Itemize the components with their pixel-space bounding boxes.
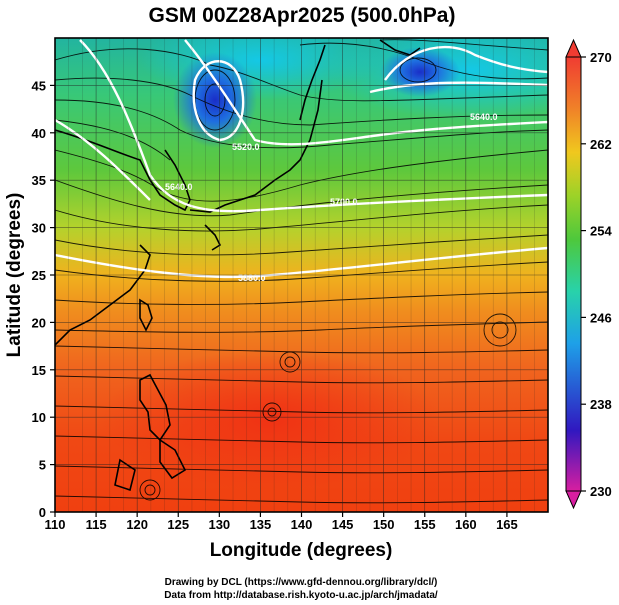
colorbar-tick-label: 230 xyxy=(590,484,612,499)
y-tick-label: 30 xyxy=(32,221,46,236)
contour-label-5640: 5640.0 xyxy=(470,112,498,122)
wind-streamlines xyxy=(55,39,548,504)
contour-label-5640-west: 5640.0 xyxy=(165,182,193,192)
y-tick-label: 20 xyxy=(32,315,46,330)
height-contours xyxy=(55,39,548,279)
grid-lines xyxy=(55,38,548,512)
y-axis: 0 5 10 15 20 25 30 35 40 45 xyxy=(32,78,55,520)
x-tick-label: 135 xyxy=(250,517,272,532)
y-tick-label: 25 xyxy=(32,268,46,283)
contour-label-5520: 5520.0 xyxy=(232,142,260,152)
contour-label-5700: 5700.0 xyxy=(330,197,358,207)
x-tick-label: 115 xyxy=(86,517,107,532)
colorbar-tick-label: 262 xyxy=(590,137,612,152)
x-tick-label: 110 xyxy=(45,517,66,532)
x-tick-label: 120 xyxy=(126,517,148,532)
y-tick-label: 0 xyxy=(39,505,46,520)
colorbar-top-arrow xyxy=(565,38,582,58)
y-tick-label: 45 xyxy=(32,78,46,93)
x-tick-label: 165 xyxy=(496,517,518,532)
chart-title: GSM 00Z28Apr2025 (500.0hPa) xyxy=(149,4,456,27)
y-tick-label: 10 xyxy=(32,410,46,425)
x-tick-label: 155 xyxy=(414,517,436,532)
y-tick-label: 40 xyxy=(32,126,46,141)
y-tick-label: 35 xyxy=(32,173,46,188)
colorbar-tick-label: 238 xyxy=(590,397,612,412)
map-plot-area: 5880.0 5700.0 5640.0 5520.0 5640.0 xyxy=(54,37,549,513)
contour-label-5880: 5880.0 xyxy=(238,273,266,283)
x-axis-label: Longitude (degrees) xyxy=(210,540,393,561)
cold-low-east xyxy=(380,47,460,97)
y-tick-label: 15 xyxy=(32,363,46,378)
x-tick-label: 130 xyxy=(208,517,230,532)
colorbar-tick-label: 246 xyxy=(590,310,612,325)
colorbar-scale xyxy=(565,56,582,492)
credit-drawing: Drawing by DCL (https://www.gfd-dennou.o… xyxy=(165,577,438,588)
x-tick-label: 140 xyxy=(291,517,313,532)
x-axis: 110 115 120 125 130 135 140 145 150 155 160 165 xyxy=(45,512,518,532)
warm-region xyxy=(100,350,440,490)
x-tick-label: 160 xyxy=(455,517,477,532)
y-tick-label: 5 xyxy=(39,458,46,473)
colorbar: 230 238 246 254 262 270 xyxy=(565,38,612,510)
x-tick-label: 150 xyxy=(373,517,395,532)
cold-low-center xyxy=(173,52,257,148)
x-tick-label: 145 xyxy=(332,517,354,532)
x-tick-label: 125 xyxy=(167,517,189,532)
colorbar-tick-label: 254 xyxy=(590,224,612,239)
colorbar-bottom-arrow xyxy=(565,490,582,510)
colorbar-tick-label: 270 xyxy=(590,50,612,65)
credit-data: Data from http://database.rish.kyoto-u.a… xyxy=(164,590,438,601)
y-axis-label: Latitude (degrees) xyxy=(4,193,25,358)
